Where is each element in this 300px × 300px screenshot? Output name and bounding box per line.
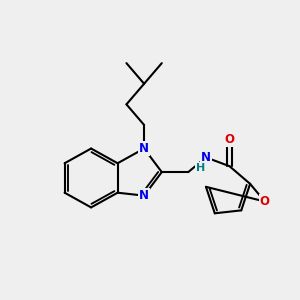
Text: O: O xyxy=(224,133,235,146)
Text: H: H xyxy=(196,163,205,173)
Text: N: N xyxy=(201,151,211,164)
Text: N: N xyxy=(139,142,149,155)
Text: N: N xyxy=(139,189,149,202)
Text: O: O xyxy=(260,195,270,208)
